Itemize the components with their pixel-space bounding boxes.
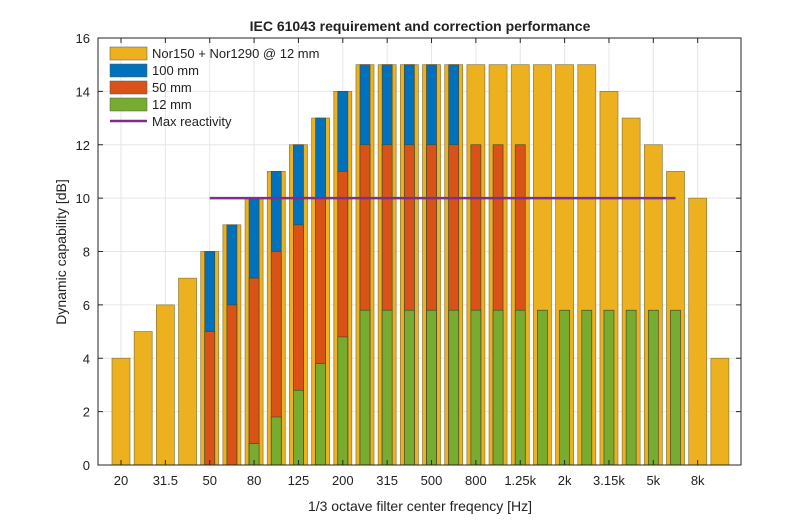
x-tick-label: 125 <box>288 473 310 488</box>
bar-12-mm <box>403 309 415 466</box>
bar-12-mm <box>537 309 548 466</box>
bar-nor150-nor1290-12-mm <box>156 304 175 466</box>
y-tick-label: 12 <box>76 138 90 153</box>
bar-12-mm <box>337 336 349 466</box>
bar-12-mm <box>559 309 570 466</box>
legend: Nor150 + Nor1290 @ 12 mm 100 mm 50 mm 12 mm… <box>109 46 319 129</box>
bar-12-mm <box>270 416 282 466</box>
bar-12-mm <box>359 309 371 466</box>
legend-label: Max reactivity <box>152 114 232 129</box>
bar-nor150-nor1290-12-mm <box>111 357 131 466</box>
legend-label: 100 mm <box>152 63 199 78</box>
y-tick-label: 14 <box>76 84 90 99</box>
x-tick-label: 800 <box>465 473 487 488</box>
y-axis-label: Dynamic capability [dB] <box>53 179 69 325</box>
bar-12-mm <box>581 309 593 466</box>
bar-12-mm <box>293 389 304 466</box>
y-tick-label: 16 <box>76 31 90 46</box>
bar-12-mm <box>448 309 460 466</box>
x-tick-label: 80 <box>247 473 261 488</box>
bar-12-mm <box>470 309 482 466</box>
x-tick-label: 8k <box>691 473 705 488</box>
bars <box>111 64 730 466</box>
bar-12-mm <box>426 309 437 466</box>
bar-12-mm <box>603 309 615 466</box>
x-tick-label: 2k <box>558 473 572 488</box>
bar-12-mm <box>514 309 526 466</box>
x-tick-label: 1.25k <box>504 473 536 488</box>
x-tick-label: 200 <box>332 473 354 488</box>
x-tick-label: 31.5 <box>153 473 178 488</box>
bar-12-mm <box>647 309 659 466</box>
bar-50-mm <box>248 277 260 466</box>
legend-swatch <box>109 97 148 112</box>
bar-12-mm <box>381 309 393 466</box>
bar-50-mm <box>226 304 238 466</box>
legend-swatch <box>109 46 148 61</box>
y-tick-label: 2 <box>83 405 90 420</box>
x-tick-label: 20 <box>114 473 128 488</box>
legend-swatch <box>109 63 148 78</box>
y-tick-label: 4 <box>83 351 90 366</box>
y-tick-label: 6 <box>83 298 90 313</box>
x-tick-label: 50 <box>202 473 216 488</box>
legend-label: 50 mm <box>152 80 192 95</box>
x-tick-label: 315 <box>376 473 398 488</box>
bar-12-mm <box>625 309 637 466</box>
x-tick-label: 500 <box>421 473 443 488</box>
bar-nor150-nor1290-12-mm <box>178 277 197 466</box>
axes-box <box>97 37 742 466</box>
x-tick-label: 5k <box>646 473 660 488</box>
bar-nor150-nor1290-12-mm <box>710 357 730 466</box>
bar-12-mm <box>492 309 504 466</box>
bar-50-mm <box>204 331 216 466</box>
legend-label: Nor150 + Nor1290 @ 12 mm <box>152 46 319 61</box>
axes: 0 2 4 6 8 10 12 14 16 20 31.5 50 80 125 200 315 500 800 1.… <box>76 31 742 488</box>
y-tick-label: 0 <box>83 458 90 473</box>
legend-label: 12 mm <box>152 97 192 112</box>
y-tick-label: 8 <box>83 245 90 260</box>
bar-nor150-nor1290-12-mm <box>133 331 153 466</box>
bar-nor150-nor1290-12-mm <box>688 197 708 466</box>
bar-12-mm <box>315 363 326 466</box>
legend-swatch <box>109 80 148 95</box>
y-tick-label: 10 <box>76 191 90 206</box>
chart-title: IEC 61043 requirement and correction per… <box>250 18 591 34</box>
bar-12-mm <box>670 309 681 466</box>
x-axis-label: 1/3 octave filter center freqency [Hz] <box>308 498 532 514</box>
x-tick-label: 3.15k <box>593 473 625 488</box>
